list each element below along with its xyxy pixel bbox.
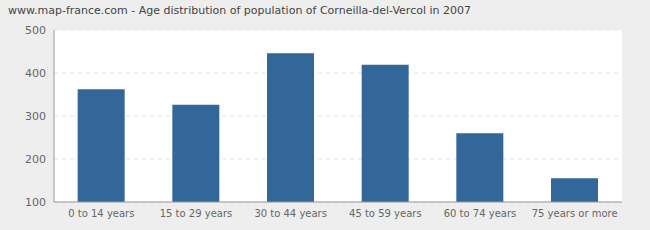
svg-text:200: 200 bbox=[25, 153, 46, 166]
svg-text:45 to 59 years: 45 to 59 years bbox=[349, 208, 422, 219]
svg-text:60 to 74 years: 60 to 74 years bbox=[444, 208, 517, 219]
svg-text:400: 400 bbox=[25, 67, 46, 80]
svg-text:100: 100 bbox=[25, 196, 46, 209]
svg-text:30 to 44 years: 30 to 44 years bbox=[254, 208, 327, 219]
svg-text:15 to 29 years: 15 to 29 years bbox=[160, 208, 233, 219]
svg-text:500: 500 bbox=[25, 24, 46, 37]
svg-text:300: 300 bbox=[25, 110, 46, 123]
svg-text:75 years or more: 75 years or more bbox=[532, 208, 618, 219]
svg-text:0 to 14 years: 0 to 14 years bbox=[68, 208, 134, 219]
html-text:www.map-france.com - Age distr: www.map-france.com - Age distribution of… bbox=[8, 4, 471, 17]
